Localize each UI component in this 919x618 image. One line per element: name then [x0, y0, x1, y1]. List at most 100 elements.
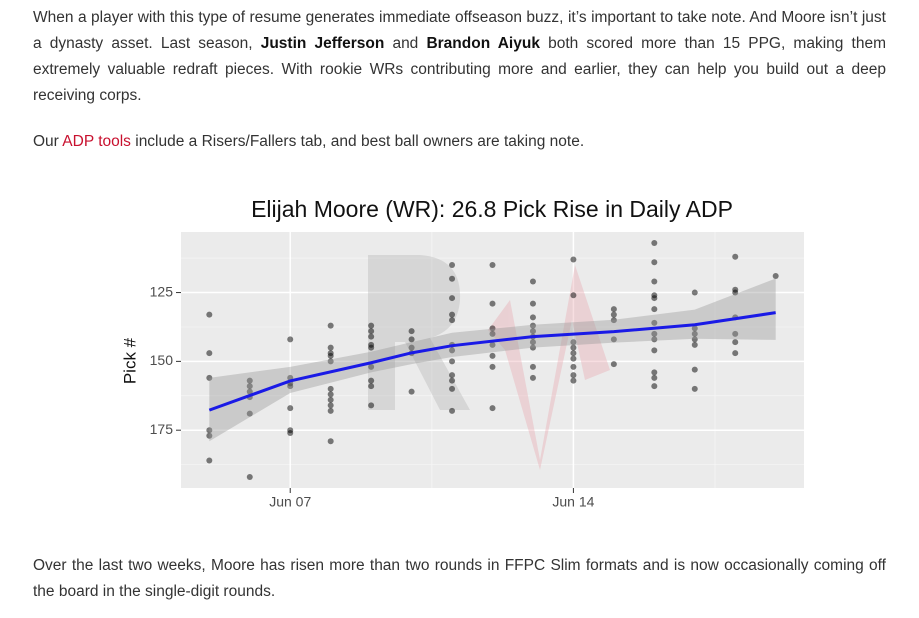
point — [287, 383, 294, 390]
text: Our — [33, 133, 63, 150]
point — [246, 473, 253, 480]
point — [570, 350, 577, 357]
point — [772, 273, 779, 280]
y-tick-label: 150 — [150, 352, 174, 368]
point — [570, 339, 577, 346]
point — [489, 363, 496, 370]
point — [449, 377, 456, 384]
point — [449, 385, 456, 392]
point — [570, 363, 577, 370]
point — [368, 363, 375, 370]
point — [449, 358, 456, 365]
point — [489, 262, 496, 269]
y-axis-label: Pick # — [120, 337, 139, 384]
chart-title: Elijah Moore (WR): 26.8 Pick Rise in Dai… — [251, 196, 733, 222]
point — [206, 311, 213, 318]
point — [529, 322, 536, 329]
link[interactable]: ADP tools — [62, 133, 131, 150]
point — [287, 405, 294, 412]
point — [570, 256, 577, 263]
trend-line — [208, 311, 776, 412]
point — [327, 391, 334, 398]
point — [368, 377, 375, 384]
point — [529, 339, 536, 346]
point — [610, 311, 617, 318]
point — [610, 306, 617, 313]
watermark — [368, 255, 610, 470]
point — [327, 322, 334, 329]
point — [651, 369, 658, 376]
point — [691, 289, 698, 296]
point — [489, 330, 496, 337]
point — [449, 295, 456, 302]
bold-name: Justin Jefferson — [260, 35, 385, 52]
text: When a player with this type of resume g… — [33, 9, 886, 52]
point — [246, 410, 253, 417]
point — [368, 333, 375, 340]
text: and — [384, 35, 427, 52]
point — [651, 330, 658, 337]
paragraph: When a player with this type of resume g… — [33, 5, 886, 109]
point — [489, 352, 496, 359]
y-tick-label: 125 — [150, 283, 174, 299]
point — [651, 383, 658, 390]
point — [651, 240, 658, 247]
point — [691, 385, 698, 392]
point — [368, 402, 375, 409]
point — [287, 429, 294, 436]
point — [732, 330, 739, 337]
point — [327, 402, 334, 409]
point — [489, 405, 496, 412]
point — [368, 328, 375, 335]
point — [732, 339, 739, 346]
point — [206, 427, 213, 434]
point — [732, 253, 739, 260]
point — [327, 344, 334, 351]
point — [246, 383, 253, 390]
point — [327, 438, 334, 445]
point — [327, 358, 334, 365]
point — [570, 377, 577, 384]
point — [327, 396, 334, 403]
watermark-w — [488, 265, 610, 470]
point — [691, 341, 698, 348]
point — [449, 372, 456, 379]
point — [206, 432, 213, 439]
point — [651, 295, 658, 302]
point — [651, 374, 658, 381]
point — [489, 325, 496, 332]
point — [529, 374, 536, 381]
point — [449, 317, 456, 324]
watermark-r — [368, 255, 470, 410]
paragraph: Our ADP tools include a Risers/Fallers t… — [33, 129, 886, 155]
point — [651, 336, 658, 343]
point — [449, 347, 456, 354]
point — [610, 361, 617, 368]
point — [610, 317, 617, 324]
text: both scored more than 15 PPG, making the… — [33, 35, 886, 104]
point — [489, 341, 496, 348]
point — [206, 350, 213, 357]
point — [651, 347, 658, 354]
point — [449, 275, 456, 282]
point — [691, 330, 698, 337]
point — [489, 300, 496, 307]
point — [529, 278, 536, 285]
point — [651, 278, 658, 285]
point — [368, 383, 375, 390]
text: include a Risers/Fallers tab, and best b… — [130, 133, 585, 150]
y-tick-label: 175 — [150, 421, 174, 437]
point — [691, 325, 698, 332]
point — [408, 336, 415, 343]
point — [651, 319, 658, 326]
point — [327, 407, 334, 414]
point — [570, 344, 577, 351]
point — [449, 407, 456, 414]
point — [732, 350, 739, 357]
point — [529, 300, 536, 307]
point — [691, 336, 698, 343]
x-tick-label: Jun 14 — [552, 494, 594, 510]
point — [570, 292, 577, 299]
point — [449, 262, 456, 269]
